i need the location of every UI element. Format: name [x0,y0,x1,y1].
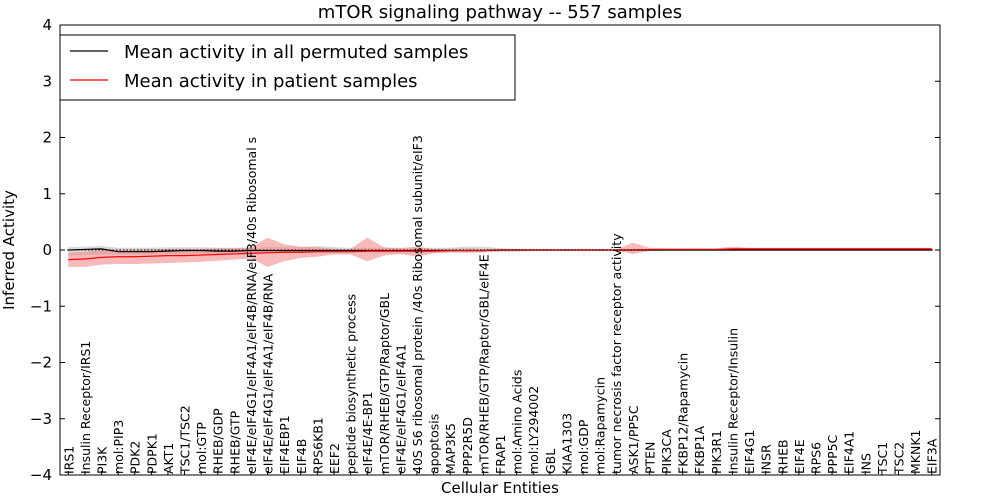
line-layer [68,248,932,261]
x-tick-label: apoptosis [427,414,442,474]
x-tick-label: MKNK1 [908,430,923,474]
y-tick-label: 0 [42,241,52,259]
x-axis-label: Cellular Entities [441,479,559,497]
y-tick-label: −3 [30,410,52,428]
x-tick-label: FRAP1 [493,435,508,474]
y-tick-label: −1 [30,297,52,315]
y-axis: −4 −3 −2 −1 0 1 2 3 4 [30,16,940,484]
x-tick-label: RPS6 [808,442,823,474]
x-tick-label: EIF4B [294,439,309,474]
x-tick-label: 40S S6 ribosomal protein /40s Ribosomal … [410,135,425,474]
x-tick-label: eIF4E/eIF4G1/eIF4A1/eIF4B/RNA [261,273,276,474]
x-tick-label: EIF3A [925,438,940,474]
y-tick-label: −2 [30,354,52,372]
x-tick-label: mol:GTP [194,422,209,474]
x-tick-label: INSR [759,444,774,474]
x-tick-label: mol:Rapamycin [593,377,608,474]
x-tick-label: mol:GDP [576,419,591,474]
x-tick-label: TSC1/TSC2 [178,405,193,475]
x-tick-label: RHEB/GDP [211,408,226,474]
x-tick-label: RPS6KB1 [310,417,325,474]
x-tick-label: Insulin Receptor/Insulin [725,328,740,474]
x-tick-label: mol:PIP3 [111,420,126,474]
x-tick-label: eIF4E/eIF4G1/eIF4A1 [393,344,408,474]
x-tick-label: PIK3CA [659,429,674,474]
x-tick-label: FKBP1A [692,426,707,474]
x-tick-label: eIF4E/4E-BP1 [360,391,375,474]
x-tick-label: PI3K [95,446,110,474]
y-tick-label: 2 [42,129,52,147]
x-tick-label: mTOR/RHEB/GTP/Raptor/GBL [377,293,392,474]
x-tick-label: PDPK1 [144,433,159,474]
legend-label-patient: Mean activity in patient samples [124,71,418,92]
x-axis: IRS1 Insulin Receptor/IRS1 PI3K mol:PIP3 PDK… [61,135,940,475]
series-line-patient [68,248,932,261]
y-axis-label: Inferred Activity [0,190,18,310]
x-tick-label: PIK3R1 [709,430,724,474]
x-tick-label: INS [858,453,873,474]
x-tick-label: peptide biosynthetic process [344,294,359,474]
chart-title: mTOR signaling pathway -- 557 samples [318,2,682,23]
y-tick-label: −4 [30,466,52,484]
legend-label-permuted: Mean activity in all permuted samples [124,42,468,63]
x-tick-label: EIF4E [792,439,807,474]
x-tick-label: FKBP12/Rapamycin [676,353,691,474]
x-tick-label: eIF4E/eIF4G1/eIF4A1/eIF4B/RNA/eIF3/40s R… [244,137,259,474]
x-tick-label: PTEN [642,442,657,474]
x-tick-label: EIF4EBP1 [277,415,292,474]
legend: Mean activity in all permuted samples Me… [59,34,516,101]
x-tick-label: KIAA1303 [559,413,574,474]
y-tick-label: 3 [42,72,52,90]
legend-box [59,34,516,101]
x-tick-label: RHEB [775,439,790,474]
x-tick-label: mol:LY294002 [526,386,541,474]
x-tick-label: mol:Amino Acids [510,370,525,474]
x-tick-label: Insulin Receptor/IRS1 [78,341,93,474]
y-tick-label: 1 [42,185,52,203]
x-tick-label: PPP2R5D [460,417,475,474]
x-tick-label: EIF4A1 [842,431,857,474]
x-tick-label: PDK2 [128,441,143,474]
band-layer [68,237,932,267]
x-tick-label: IRS1 [61,446,76,474]
x-tick-label: TSC2 [891,442,906,475]
x-tick-label: AKT1 [161,443,176,474]
x-tick-label: GBL [543,449,558,474]
x-tick-label: PPP5C [825,434,840,474]
x-tick-label: tumor necrosis factor receptor activity [609,233,624,474]
x-tick-label: TSC1 [875,442,890,475]
x-tick-label: MAP3K5 [443,423,458,474]
y-tick-label: 4 [42,16,52,34]
x-tick-label: EIF4G1 [742,430,757,474]
x-tick-label: RHEB/GTP [227,410,242,474]
x-tick-label: ASK1/PP5C [626,405,641,474]
x-tick-label: EEF2 [327,443,342,474]
x-tick-label: mTOR/RHEB/GTP/Raptor/GBL/eIF4E [476,254,491,474]
series-band-patient [68,237,932,267]
